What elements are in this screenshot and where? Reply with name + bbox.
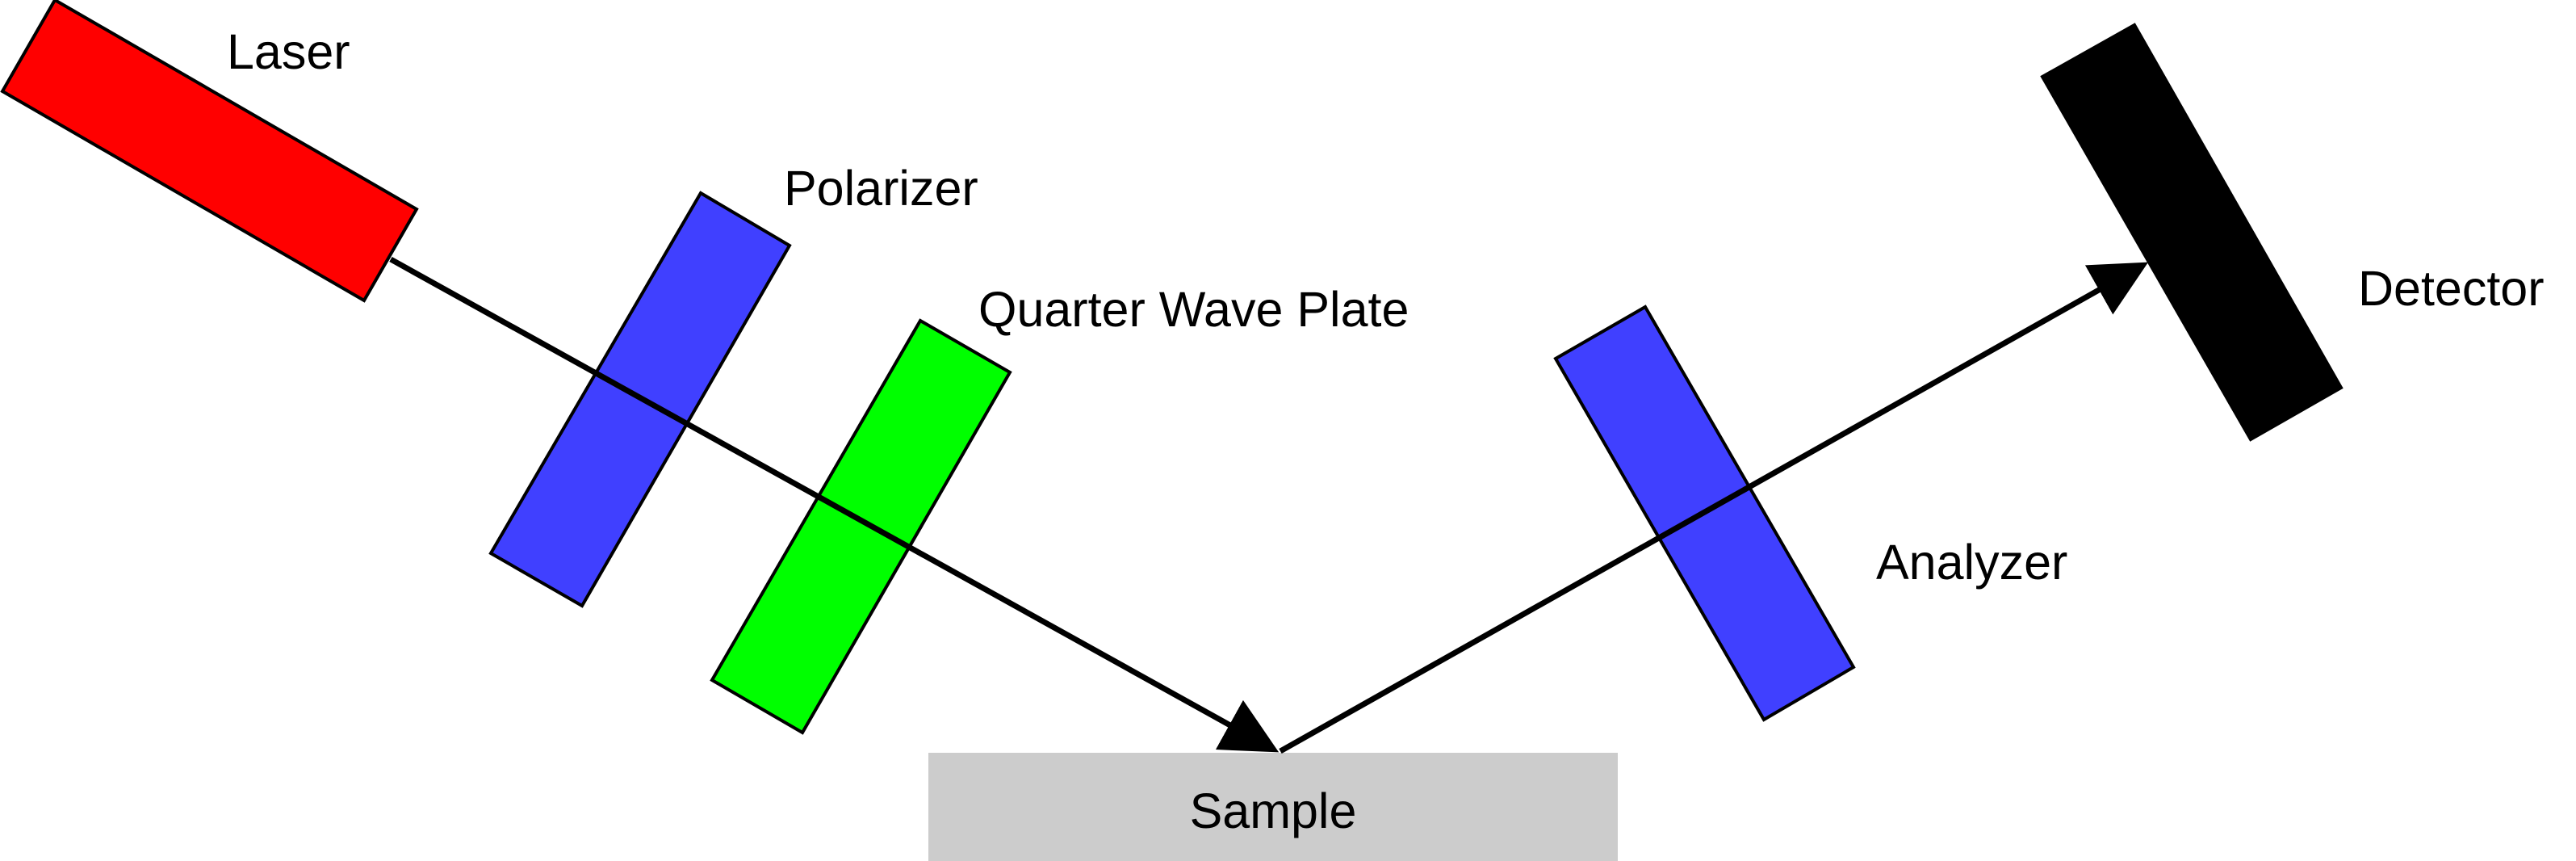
detector-block [2040, 23, 2344, 442]
polarizer-label: Polarizer [784, 161, 978, 216]
reflected-beam [1279, 262, 2149, 754]
analyzer-label: Analyzer [1876, 535, 2067, 590]
detector-label: Detector [2358, 261, 2545, 316]
incident-beam [389, 256, 1280, 753]
laser-block [0, 0, 419, 303]
quarter-wave-plate-label: Quarter Wave Plate [978, 282, 1409, 337]
sample-block [928, 753, 1618, 861]
laser-label: Laser [227, 24, 350, 79]
sample-label: Sample [1190, 783, 1357, 838]
quarter-wave-plate [710, 318, 1012, 735]
